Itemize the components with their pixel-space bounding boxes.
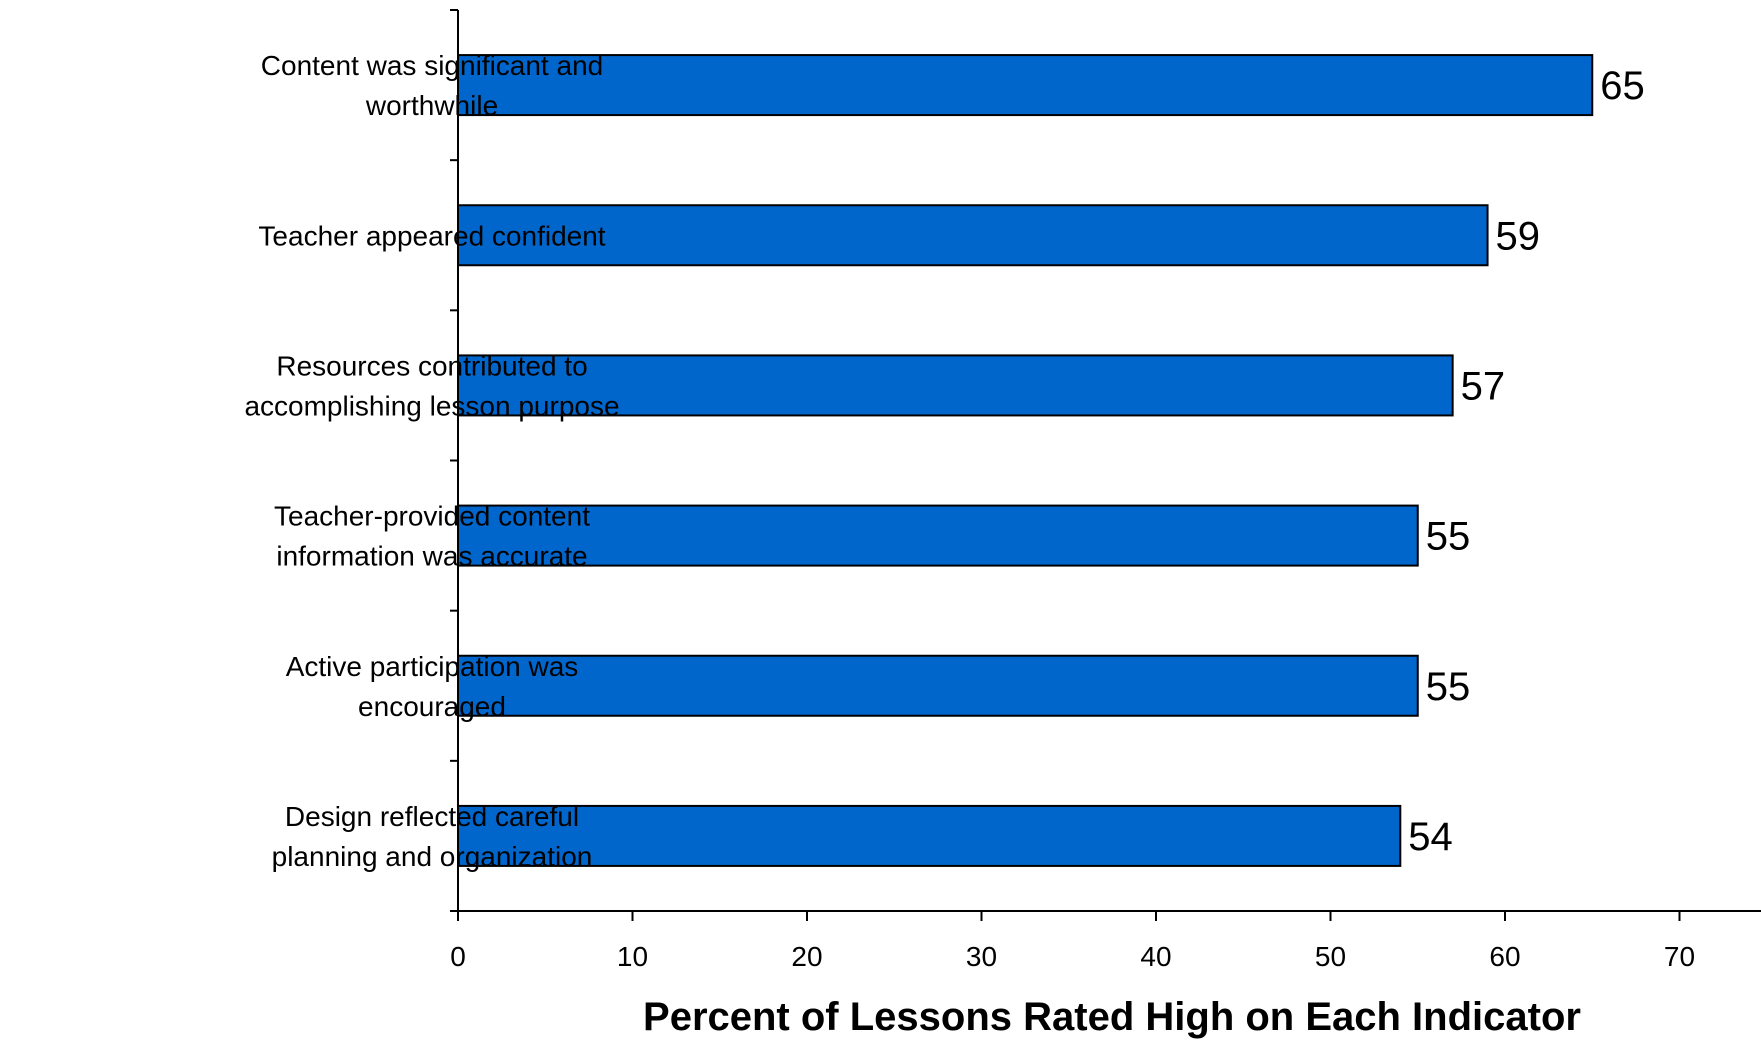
labels-layer: 65 Content was significant and worthwhile 5… xyxy=(244,50,1695,972)
x-tick-label: 30 xyxy=(966,941,997,972)
category-label: encouraged xyxy=(358,691,506,722)
category-label: Resources contributed to xyxy=(276,350,587,381)
data-label: 55 xyxy=(1426,665,1471,709)
category-label: Design reflected careful xyxy=(285,801,579,832)
bars-layer xyxy=(457,54,1594,867)
category-label: worthwhile xyxy=(365,90,498,121)
data-label: 65 xyxy=(1600,64,1645,108)
x-axis-title: Percent of Lessons Rated High on Each In… xyxy=(643,995,1581,1039)
bar xyxy=(457,654,1419,717)
category-label: Active participation was xyxy=(286,651,579,682)
x-tick-label: 60 xyxy=(1489,941,1520,972)
x-tick-label: 20 xyxy=(791,941,822,972)
x-tick-label: 10 xyxy=(617,941,648,972)
x-tick-label: 70 xyxy=(1664,941,1695,972)
bar xyxy=(457,204,1489,267)
category-label: information was accurate xyxy=(276,541,587,572)
axes-layer xyxy=(450,9,1761,921)
category-label: planning and organization xyxy=(272,841,593,872)
category-label: Content was significant and xyxy=(261,50,603,81)
data-label: 54 xyxy=(1408,815,1453,859)
bar xyxy=(457,54,1594,117)
data-label: 59 xyxy=(1496,214,1541,258)
x-tick-label: 40 xyxy=(1140,941,1171,972)
category-label: accomplishing lesson purpose xyxy=(244,390,619,421)
data-label: 55 xyxy=(1426,515,1471,559)
category-label: Teacher appeared confident xyxy=(258,220,605,251)
bar xyxy=(457,354,1454,417)
bar xyxy=(457,504,1419,567)
category-label: Teacher-provided content xyxy=(274,501,590,532)
x-tick-label: 0 xyxy=(450,941,466,972)
data-label: 57 xyxy=(1461,364,1506,408)
bar xyxy=(457,804,1402,867)
x-tick-label: 50 xyxy=(1315,941,1346,972)
